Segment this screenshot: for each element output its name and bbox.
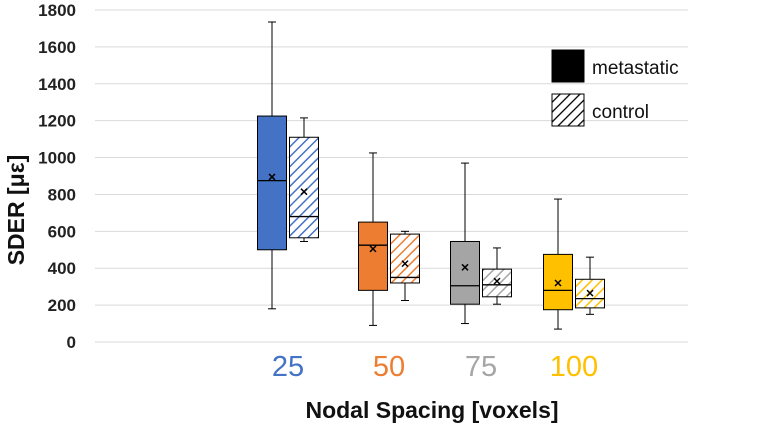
box-metastatic-100 bbox=[543, 198, 573, 330]
y-axis-label: SDER [με] bbox=[3, 155, 29, 266]
y-tick-label: 800 bbox=[48, 185, 76, 204]
y-tick-label: 400 bbox=[48, 259, 76, 278]
y-tick-label: 1400 bbox=[38, 75, 76, 94]
box-iqr bbox=[390, 233, 420, 284]
box-metastatic-25 bbox=[257, 21, 287, 310]
box-iqr bbox=[450, 240, 480, 305]
legend-swatch-control bbox=[551, 93, 585, 127]
legend-label-metastatic: metastatic bbox=[592, 58, 679, 79]
y-tick-label: 200 bbox=[48, 296, 76, 315]
box-control-50 bbox=[390, 230, 420, 301]
box-control-25 bbox=[289, 117, 319, 242]
x-axis-label: Nodal Spacing [voxels] bbox=[305, 397, 558, 423]
y-tick-label: 1200 bbox=[38, 112, 76, 131]
y-tick-label: 1600 bbox=[38, 38, 76, 57]
mean-marker bbox=[586, 289, 594, 297]
mean-marker bbox=[300, 188, 308, 196]
box-series bbox=[257, 21, 605, 330]
mean-marker bbox=[461, 263, 469, 271]
box-iqr bbox=[257, 115, 287, 251]
legend-label-control: control bbox=[592, 102, 649, 123]
mean-marker bbox=[369, 245, 377, 253]
legend-swatch-metastatic bbox=[551, 49, 585, 83]
box-control-75 bbox=[482, 247, 512, 305]
y-axis-ticks: 0 200 400 600 800 1000 1200 1400 1600 1800 bbox=[38, 1, 76, 352]
box-control-100 bbox=[575, 256, 605, 315]
box-metastatic-75 bbox=[450, 162, 480, 325]
mean-marker bbox=[401, 260, 409, 268]
x-axis-categories: 25 50 75 100 bbox=[272, 351, 598, 383]
y-tick-label: 0 bbox=[67, 333, 76, 352]
box-iqr bbox=[482, 268, 512, 298]
box-metastatic-50 bbox=[358, 152, 388, 326]
x-category-label: 100 bbox=[550, 351, 598, 383]
mean-marker bbox=[268, 173, 276, 181]
box-iqr bbox=[358, 221, 388, 291]
gridlines bbox=[95, 9, 688, 343]
box-iqr bbox=[289, 136, 319, 239]
x-category-label: 50 bbox=[373, 351, 405, 383]
mean-marker bbox=[493, 277, 501, 285]
legend: metastatic control bbox=[551, 49, 679, 127]
y-tick-label: 600 bbox=[48, 222, 76, 241]
x-category-label: 75 bbox=[465, 351, 497, 383]
y-tick-label: 1800 bbox=[38, 1, 76, 20]
y-tick-label: 1000 bbox=[38, 149, 76, 168]
x-category-label: 25 bbox=[272, 351, 304, 383]
mean-marker bbox=[554, 279, 562, 287]
